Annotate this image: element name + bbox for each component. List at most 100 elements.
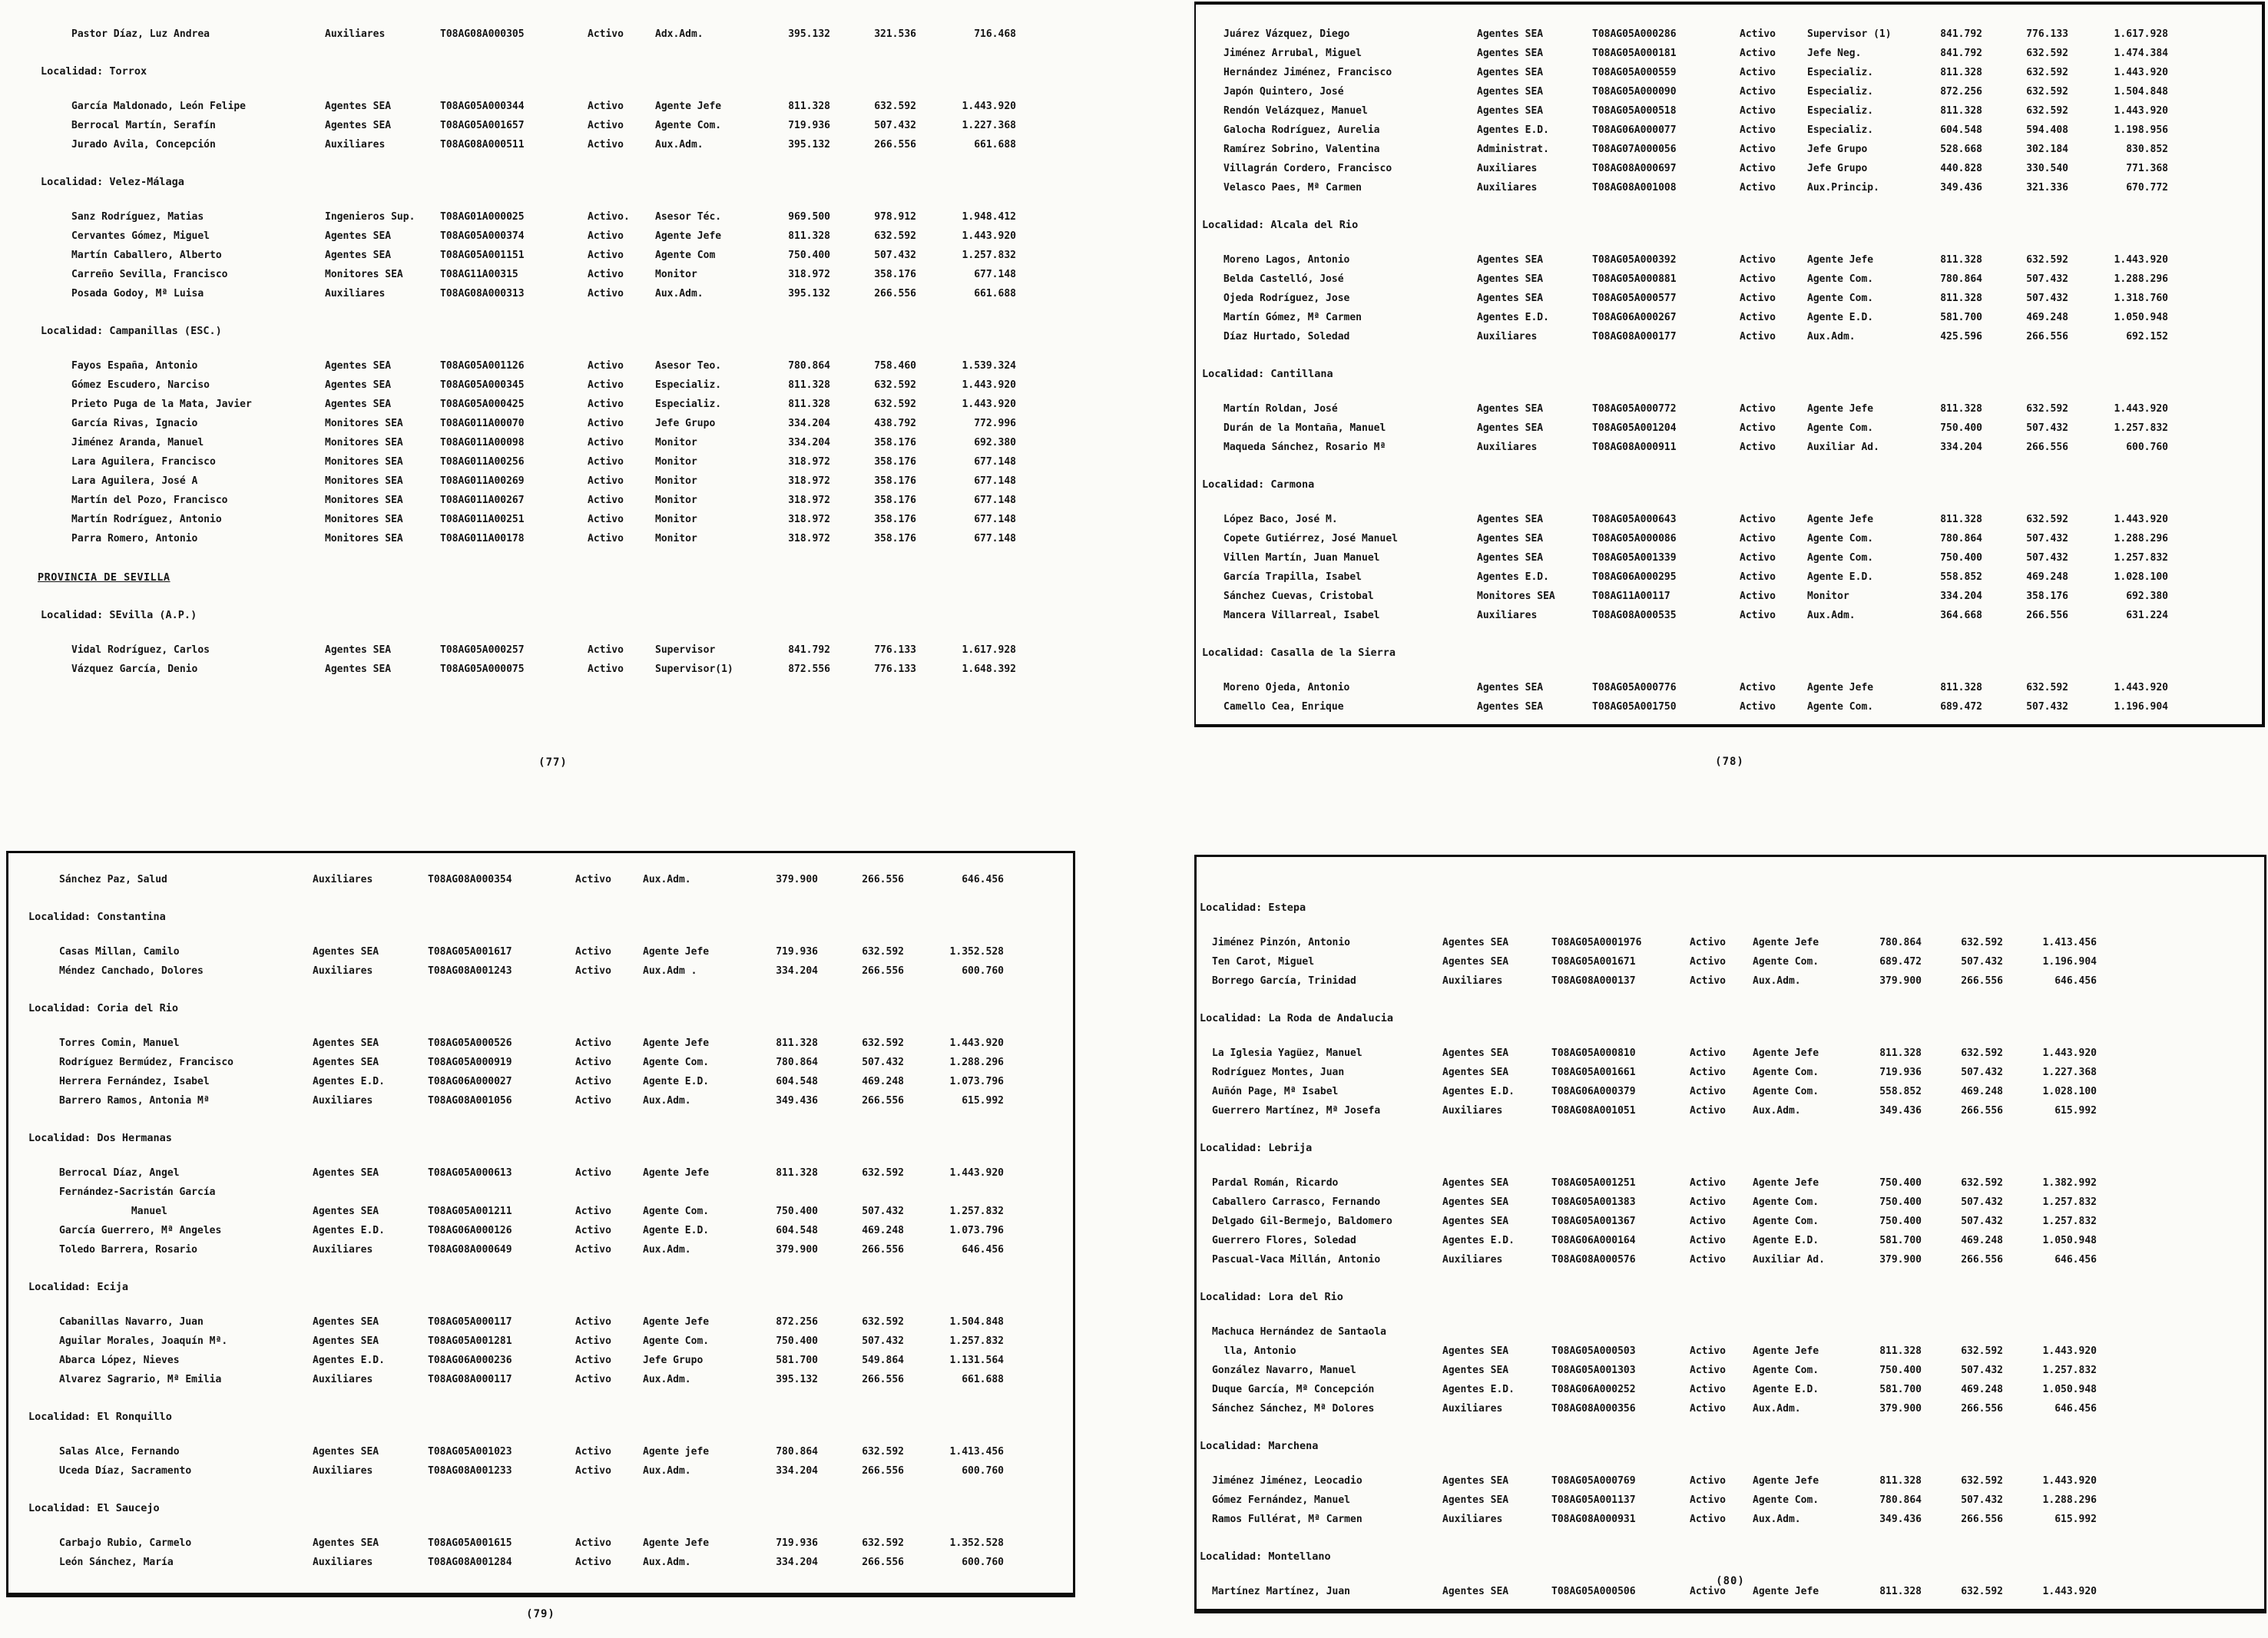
base-amount: 750.400	[1879, 1196, 1922, 1208]
page-79-content: Sánchez Paz, Salud Auxiliares T08AG08A0003…	[8, 870, 1073, 1572]
locality-header: Localidad: El Ronquillo	[28, 1411, 172, 1423]
position: Agente Com.	[1753, 1067, 1819, 1078]
employee-code: T08AG08A000649	[428, 1244, 512, 1256]
total-amount: 1.443.920	[962, 379, 1016, 391]
complement-amount: 266.556	[1961, 1254, 2003, 1266]
locality-header: Localidad: Dos Hermanas	[28, 1132, 172, 1144]
table-row: Vázquez García, Denio Agentes SEA T08AG05A…	[19, 660, 1087, 679]
category: Auxiliares	[325, 28, 386, 40]
table-row: Salas Alce, Fernando Agentes SEA T08AG05A0…	[8, 1442, 1073, 1461]
complement-amount: 632.592	[862, 1537, 904, 1549]
employee-code: T08AG05A000090	[1592, 86, 1677, 98]
position: Agente Jefe	[1753, 1177, 1819, 1189]
category: Agentes SEA	[1477, 533, 1544, 544]
total-amount: 1.648.392	[962, 663, 1016, 675]
category: Agentes SEA	[313, 1167, 379, 1179]
position: Agente Com.	[1807, 701, 1874, 713]
base-amount: 811.328	[1940, 293, 1982, 304]
category: Agentes SEA	[1442, 1067, 1509, 1078]
total-amount: 1.288.296	[2114, 533, 2168, 544]
employee-code: T08AG06A000164	[1551, 1235, 1636, 1246]
base-amount: 811.328	[1940, 67, 1982, 78]
employee-name: Carbajo Rubio, Carmelo	[59, 1537, 192, 1549]
base-amount: 558.852	[1940, 571, 1982, 583]
employee-code: T08AG06A000027	[428, 1076, 512, 1087]
base-amount: 604.548	[776, 1076, 818, 1087]
status: Activo	[588, 28, 624, 40]
employee-code: T08AG08A000117	[428, 1374, 512, 1385]
employee-code: T08AG05A000526	[428, 1037, 512, 1049]
category: Agentes E.D.	[313, 1355, 385, 1366]
base-amount: 334.204	[776, 965, 818, 977]
locality-header: Localidad: Torrox	[41, 65, 147, 78]
total-amount: 1.257.832	[962, 250, 1016, 261]
employee-code: T08AG05A001251	[1551, 1177, 1636, 1189]
employee-name: Méndez Canchado, Dolores	[59, 965, 204, 977]
category: Monitores SEA	[325, 475, 403, 487]
status: Activo	[575, 1335, 611, 1347]
page-78-content: Juárez Vázquez, Diego Agentes SEA T08AG05A…	[1196, 25, 2262, 716]
table-row: Auñón Page, Mª Isabel Agentes E.D. T08AG06…	[1197, 1082, 2264, 1101]
employee-code: T08AG08A000511	[440, 139, 525, 151]
employee-name: Toledo Barrera, Rosario	[59, 1244, 198, 1256]
table-row: Juárez Vázquez, Diego Agentes SEA T08AG05A…	[1196, 25, 2262, 44]
status: Activo	[1740, 403, 1776, 415]
base-amount: 719.936	[776, 1537, 818, 1549]
total-amount: 1.413.456	[2042, 937, 2097, 948]
complement-amount: 266.556	[862, 1557, 904, 1568]
employee-name: Martín Rodríguez, Antonio	[71, 514, 222, 525]
total-amount: 615.992	[2054, 1514, 2097, 1525]
category: Agentes SEA	[1477, 86, 1544, 98]
complement-amount: 266.556	[874, 139, 916, 151]
employee-name: Ten Carot, Miguel	[1212, 956, 1315, 968]
status: Activo	[1740, 273, 1776, 285]
status: Activo	[1740, 86, 1776, 98]
base-amount: 581.700	[1940, 312, 1982, 323]
status: Activo	[1740, 442, 1776, 453]
category: Agentes E.D.	[313, 1225, 385, 1236]
complement-amount: 266.556	[1961, 1105, 2003, 1117]
position: Supervisor	[655, 644, 716, 656]
total-amount: 1.443.920	[2114, 682, 2168, 693]
table-row: Guerrero Martínez, Mª Josefa Auxiliares T0…	[1197, 1101, 2264, 1120]
employee-code: T08AG08A000931	[1551, 1514, 1636, 1525]
complement-amount: 507.432	[2026, 552, 2068, 564]
total-amount: 1.443.920	[949, 1167, 1004, 1179]
status: Activo	[1690, 1086, 1726, 1097]
employee-name: Belda Castelló, José	[1223, 273, 1344, 285]
complement-amount	[1922, 1322, 2003, 1342]
position: Agente Jefe	[643, 946, 710, 958]
base-amount: 872.256	[776, 1316, 818, 1328]
category: Agentes SEA	[1442, 1177, 1509, 1189]
total-amount: 1.131.564	[949, 1355, 1004, 1366]
total-amount: 1.288.296	[949, 1057, 1004, 1068]
category: Agentes SEA	[1442, 937, 1509, 948]
employee-code: T08AG05A0001976	[1551, 937, 1642, 948]
table-row: Copete Gutiérrez, José Manuel Agentes SEA…	[1196, 529, 2262, 548]
employee-code: T08AG05A000181	[1592, 48, 1677, 59]
category: Agentes SEA	[1477, 254, 1544, 266]
status: Activo	[1690, 1586, 1726, 1597]
total-amount: 615.992	[962, 1095, 1004, 1107]
employee-name: Sánchez Paz, Salud	[59, 874, 167, 885]
employee-code: T08AG05A001671	[1551, 956, 1636, 968]
total-amount: 600.760	[962, 965, 1004, 977]
employee-name: Salas Alce, Fernando	[59, 1446, 180, 1458]
table-row: Camello Cea, Enrique Agentes SEA T08AG05A0…	[1196, 697, 2262, 716]
total-amount: 716.468	[974, 28, 1016, 40]
position: Agente Jefe	[1753, 937, 1819, 948]
category: Auxiliares	[313, 1374, 373, 1385]
position	[1753, 1322, 1848, 1342]
table-row: Moreno Ojeda, Antonio Agentes SEA T08AG05A…	[1196, 678, 2262, 697]
table-row: Maqueda Sánchez, Rosario Mª Auxiliares T08…	[1196, 438, 2262, 457]
complement-amount: 632.592	[862, 1316, 904, 1328]
total-amount: 692.380	[2126, 591, 2168, 602]
category: Administrat.	[1477, 144, 1549, 155]
table-row: Villen Martín, Juan Manuel Agentes SEA T08…	[1196, 548, 2262, 568]
status: Activo	[575, 1076, 611, 1087]
base-amount: 379.900	[1879, 975, 1922, 987]
position: Agente Jefe	[643, 1316, 710, 1328]
table-row: Ramírez Sobrino, Valentina Administrat. T0…	[1196, 140, 2262, 159]
base-amount: 364.668	[1940, 610, 1982, 621]
complement-amount: 632.592	[1961, 1586, 2003, 1597]
